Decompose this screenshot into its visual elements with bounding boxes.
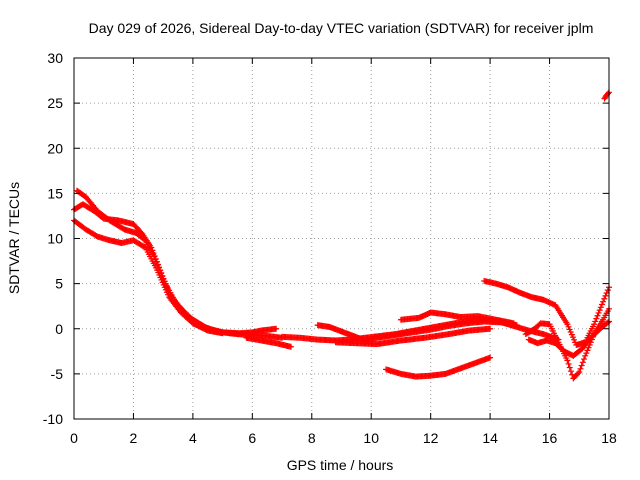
data-point (595, 309, 602, 316)
data-point (578, 362, 585, 369)
y-tick-label: -10 (43, 411, 63, 427)
x-tick-label: 12 (423, 430, 439, 446)
data-point (151, 253, 158, 260)
x-tick-label: 4 (189, 430, 197, 446)
data-marks (71, 89, 612, 382)
data-point (159, 273, 166, 280)
data-point (591, 321, 598, 328)
x-tick-label: 6 (248, 430, 256, 446)
data-point (594, 312, 601, 319)
y-tick-label: 20 (47, 140, 63, 156)
data-point (604, 287, 611, 294)
data-point (600, 298, 607, 305)
series-arc-14 (601, 89, 612, 102)
data-point (564, 357, 571, 364)
series-arc-11 (481, 277, 612, 348)
y-tick-label: 0 (55, 321, 63, 337)
y-tick-label: -5 (51, 366, 64, 382)
x-tick-label: 2 (130, 430, 138, 446)
data-point (581, 356, 588, 363)
data-point (605, 90, 612, 97)
x-axis-label: GPS time / hours (287, 457, 394, 473)
data-point (593, 315, 600, 322)
series-arc-5 (243, 334, 294, 350)
data-point (273, 325, 280, 332)
chart-title: Day 029 of 2026, Sidereal Day-to-day VTE… (89, 20, 594, 36)
data-point (576, 369, 583, 376)
x-tick-label: 0 (70, 430, 78, 446)
series-arc-10 (383, 354, 494, 380)
y-tick-label: 10 (47, 231, 63, 247)
y-tick-label: 30 (47, 50, 63, 66)
x-tick-label: 8 (308, 430, 316, 446)
data-point (585, 344, 592, 351)
data-point (567, 368, 574, 375)
data-point (597, 304, 604, 311)
data-point (592, 318, 599, 325)
series-arc-13 (525, 318, 612, 359)
data-point (566, 364, 573, 371)
data-point (565, 360, 572, 367)
data-point (154, 262, 161, 269)
y-tick-label: 5 (55, 276, 63, 292)
data-point (582, 352, 589, 359)
series-arc-2 (71, 217, 226, 337)
x-tick-label: 18 (601, 430, 617, 446)
x-tick-label: 14 (482, 430, 498, 446)
x-tick-label: 16 (542, 430, 558, 446)
y-axis-label: SDTVAR / TECUs (6, 182, 22, 294)
data-point (575, 370, 582, 377)
data-point (487, 354, 494, 361)
series-arc-1 (71, 201, 286, 341)
series-arc-4 (195, 323, 280, 337)
data-point (156, 267, 163, 274)
series-arc-8 (332, 325, 494, 348)
data-point (579, 359, 586, 366)
data-point (602, 292, 609, 299)
data-point (155, 264, 162, 271)
data-point (583, 350, 590, 357)
data-point (601, 295, 608, 302)
axis-ticks: 0 2 4 6 8 10 12 14 16 18 -10 -5 0 5 10 15 20 25 30 (43, 50, 617, 446)
data-point (157, 270, 164, 277)
data-point (596, 307, 603, 314)
data-point (287, 343, 294, 350)
series-arc-9 (397, 309, 517, 327)
x-tick-label: 10 (363, 430, 379, 446)
data-point (604, 319, 611, 326)
y-tick-label: 15 (47, 185, 63, 201)
data-point (577, 365, 584, 372)
data-point (487, 325, 494, 332)
grid-lines (74, 58, 609, 419)
data-point (598, 301, 605, 308)
data-point (510, 320, 517, 327)
series-arc-3 (73, 187, 220, 335)
data-point (584, 347, 591, 354)
y-tick-label: 25 (47, 95, 63, 111)
data-point (152, 256, 159, 263)
data-point (153, 259, 160, 266)
